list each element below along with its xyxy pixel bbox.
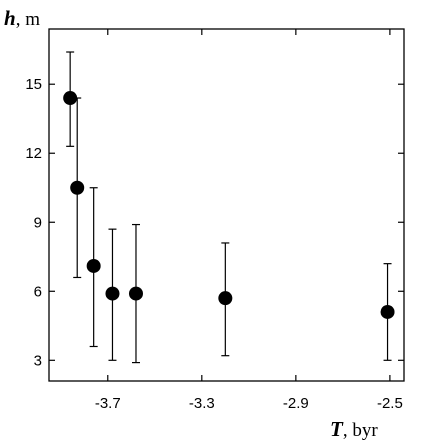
data-point [128, 286, 143, 301]
y-tick-label: 15 [25, 76, 42, 93]
x-axis-unit: , byr [343, 420, 379, 441]
plot-frame [48, 28, 405, 382]
y-axis-unit: , m [16, 9, 41, 30]
data-points [63, 91, 395, 319]
x-axis-ticks: -3.7 -3.3 -2.9 -2.5 [95, 29, 403, 412]
error-bars [66, 51, 392, 364]
x-tick-label: -3.7 [95, 395, 121, 412]
data-point [105, 286, 120, 301]
y-axis-ticks: 3 6 9 12 15 [25, 76, 404, 369]
x-axis-title: T, byr [330, 417, 378, 441]
y-axis-title: h, m [4, 6, 40, 30]
y-tick-label: 12 [25, 145, 42, 162]
x-tick-label: -2.9 [283, 395, 309, 412]
x-tick-label: -3.3 [189, 395, 215, 412]
data-point [63, 91, 78, 106]
data-point [380, 304, 395, 319]
y-tick-label: 6 [34, 283, 42, 300]
y-tick-label: 3 [34, 352, 42, 369]
x-axis-variable: T [330, 417, 344, 441]
data-point [86, 258, 101, 273]
data-point [70, 180, 85, 195]
y-axis-variable: h [4, 6, 16, 30]
y-tick-label: 9 [34, 214, 42, 231]
data-point [218, 291, 233, 306]
x-tick-label: -2.5 [377, 395, 403, 412]
